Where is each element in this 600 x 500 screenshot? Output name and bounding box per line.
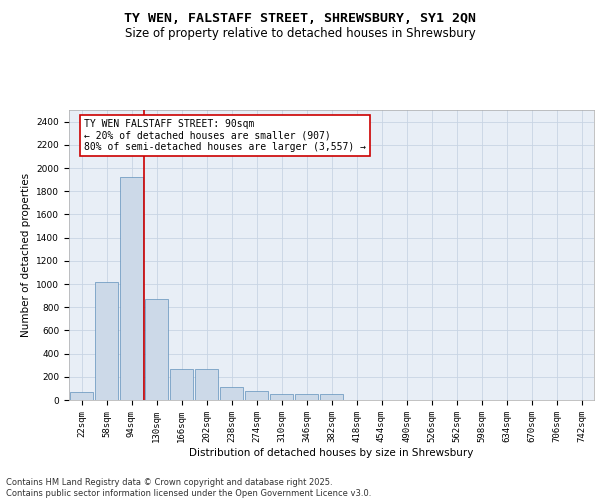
X-axis label: Distribution of detached houses by size in Shrewsbury: Distribution of detached houses by size … xyxy=(190,448,473,458)
Bar xyxy=(170,368,193,400)
Bar xyxy=(145,299,169,400)
Bar xyxy=(269,394,293,400)
Text: TY WEN, FALSTAFF STREET, SHREWSBURY, SY1 2QN: TY WEN, FALSTAFF STREET, SHREWSBURY, SY1… xyxy=(124,12,476,26)
Text: TY WEN FALSTAFF STREET: 90sqm
← 20% of detached houses are smaller (907)
80% of : TY WEN FALSTAFF STREET: 90sqm ← 20% of d… xyxy=(84,120,366,152)
Bar xyxy=(220,387,244,400)
Bar xyxy=(295,394,319,400)
Bar xyxy=(119,178,143,400)
Bar xyxy=(194,368,218,400)
Text: Size of property relative to detached houses in Shrewsbury: Size of property relative to detached ho… xyxy=(125,28,475,40)
Bar xyxy=(245,390,268,400)
Bar xyxy=(70,392,94,400)
Bar xyxy=(320,394,343,400)
Bar xyxy=(95,282,118,400)
Y-axis label: Number of detached properties: Number of detached properties xyxy=(21,173,31,337)
Text: Contains HM Land Registry data © Crown copyright and database right 2025.
Contai: Contains HM Land Registry data © Crown c… xyxy=(6,478,371,498)
